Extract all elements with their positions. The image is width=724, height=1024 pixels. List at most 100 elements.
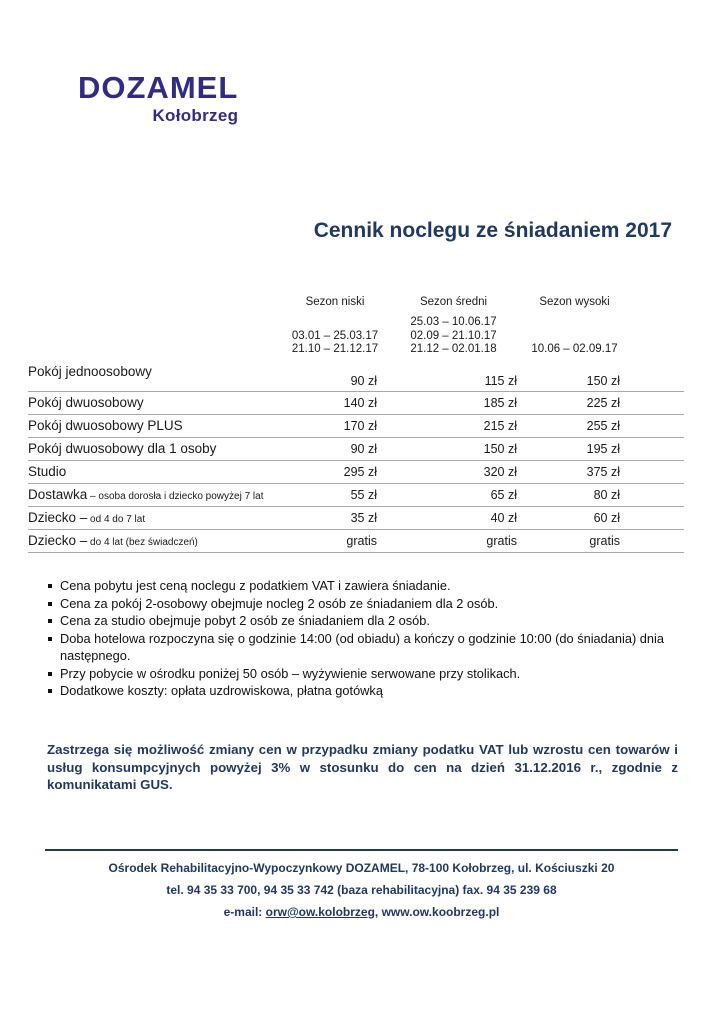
price-value: 295 zł [285,460,385,484]
email-link[interactable]: orw@ow.kolobrzeg [265,905,375,919]
table-row: Pokój dwuosobowy PLUS 170 zł 215 zł 255 zł [28,414,684,438]
season-dates-mid: 25.03 – 10.06.17 02.09 – 21.10.17 21.12 – … [385,316,522,361]
row-spacer [627,391,684,415]
footer-contact: e-mail: orw@ow.kolobrzeg, www.ow.koobrze… [45,904,678,920]
season-date-range: 21.12 – 02.01.18 [410,343,497,355]
season-date-range: 03.01 – 25.03.17 [291,329,379,342]
price-table: Sezon niski Sezon średni Sezon wysoki 03… [28,296,684,553]
price-value: 195 zł [522,437,627,461]
website-text: , www.ow.koobrzeg.pl [374,905,500,919]
season-dates-high: 10.06 – 02.09.17 [522,316,627,361]
footer-phone: tel. 94 35 33 700, 94 35 33 742 (baza re… [166,883,557,897]
footer: Ośrodek Rehabilitacyjno-Wypoczynkowy DOZ… [45,849,678,926]
dozamel-logo: DOZAMEL Kołobrzeg [78,70,239,126]
disclaimer-text: Zastrzega się możliwość zmiany cen w prz… [47,742,678,792]
price-table-body: Pokój jednoosobowy 90 zł 115 zł 150 zł Pokój… [28,360,684,553]
price-value: 90 zł [285,360,385,392]
price-value: 170 zł [285,414,385,438]
season-date-range: 25.03 – 10.06.17 [410,316,497,328]
room-label-cell: Studio [28,460,285,484]
note-item: Cena pobytu jest ceną noclegu z podatkie… [47,577,679,595]
room-label-cell: Pokój dwuosobowy PLUS [28,414,285,438]
note-item: Dodatkowe koszty: opłata uzdrowiskowa, p… [47,682,679,700]
header-spacer [627,316,684,361]
row-spacer [627,460,684,484]
room-note: do 4 lat (bez świadczeń) [87,537,198,548]
price-value: 185 zł [385,391,522,415]
season-date-range: 21.10 – 21.12.17 [291,343,379,355]
season-date-range: 10.06 – 02.09.17 [531,343,618,355]
table-row: Pokój dwuosobowy dla 1 osoby 90 zł 150 zł 1… [28,437,684,461]
price-value: 115 zł [385,360,522,392]
header-spacer [627,296,684,316]
price-value: 35 zł [285,506,385,530]
price-value: 80 zł [522,483,627,507]
row-spacer [627,506,684,530]
room-label: Dziecko – [28,510,88,525]
season-header-row: Sezon niski Sezon średni Sezon wysoki [28,296,684,316]
note-item: Doba hotelowa rozpoczyna się o godzinie … [47,630,679,665]
row-spacer [627,529,684,553]
room-label-cell: Pokój dwuosobowy [28,391,285,415]
price-value: 225 zł [522,391,627,415]
price-value: 375 zł [522,460,627,484]
price-value: 65 zł [385,483,522,507]
price-value: 320 zł [385,460,522,484]
row-spacer [627,360,684,392]
season-header-low: Sezon niski [305,296,365,308]
table-row: Dostawka – osoba dorosła i dziecko powyż… [28,483,684,507]
price-value: 150 zł [385,437,522,461]
season-dates-low: 03.01 – 25.03.17 21.10 – 21.12.17 [285,316,385,361]
row-spacer [627,414,684,438]
room-label-cell: Pokój jednoosobowy [28,360,285,392]
note-item: Cena za studio obejmuje pobyt 2 osób ze … [47,612,679,630]
header-spacer [28,296,285,316]
room-label-cell: Dziecko – do 4 lat (bez świadczeń) [28,529,285,553]
table-row: Pokój jednoosobowy 90 zł 115 zł 150 zł [28,360,684,392]
footer-divider [45,849,678,851]
season-header-high: Sezon wysoki [539,296,610,308]
room-note: od 4 do 7 lat [87,514,146,525]
season-date-range: 02.09 – 21.10.17 [410,329,497,342]
price-value: 40 zł [385,506,522,530]
table-row: Dziecko – do 4 lat (bez świadczeń) gratis… [28,529,684,553]
price-value: gratis [285,529,385,553]
table-row: Studio 295 zł 320 zł 375 zł [28,460,684,484]
notes-list: Cena pobytu jest ceną noclegu z podatkie… [47,577,679,700]
price-value: 150 zł [522,360,627,392]
room-label: Pokój jednoosobowy [28,363,152,379]
room-label-cell: Dostawka – osoba dorosła i dziecko powyż… [28,483,285,507]
price-value: 55 zł [285,483,385,507]
page-title: Cennik noclegu ze śniadaniem 2017 [313,219,672,242]
room-label: Dostawka [28,487,88,502]
price-value: gratis [385,529,522,553]
table-row: Dziecko – od 4 do 7 lat 35 zł 40 zł 60 zł [28,506,684,530]
price-value: 140 zł [285,391,385,415]
price-value: 60 zł [522,506,627,530]
price-table-header: Sezon niski Sezon średni Sezon wysoki 03… [28,296,684,361]
room-label: Pokój dwuosobowy dla 1 osoby [28,441,217,456]
room-label: Studio [28,464,67,479]
footer-address: Ośrodek Rehabilitacyjno-Wypoczynkowy DOZ… [108,861,615,875]
note-item: Cena za pokój 2-osobowy obejmuje nocleg … [47,595,679,613]
logo-text: DOZAMEL [78,70,239,105]
note-item: Przy pobycie w ośrodku poniżej 50 osób –… [47,665,679,683]
price-value: 215 zł [385,414,522,438]
price-value: 90 zł [285,437,385,461]
row-spacer [627,437,684,461]
email-label: e-mail: [223,905,266,919]
price-value: gratis [522,529,627,553]
room-label: Pokój dwuosobowy [28,395,144,410]
header-spacer [28,316,285,361]
row-spacer [627,483,684,507]
logo-city-text: Kołobrzeg [152,105,239,125]
room-label-cell: Pokój dwuosobowy dla 1 osoby [28,437,285,461]
season-header-mid: Sezon średni [419,296,488,308]
room-label: Dziecko – [28,533,88,548]
season-dates-row: 03.01 – 25.03.17 21.10 – 21.12.17 25.03 –… [28,316,684,361]
room-label-cell: Dziecko – od 4 do 7 lat [28,506,285,530]
price-value: 255 zł [522,414,627,438]
table-row: Pokój dwuosobowy 140 zł 185 zł 225 zł [28,391,684,415]
room-note: – osoba dorosła i dziecko powyżej 7 lat [87,491,264,502]
